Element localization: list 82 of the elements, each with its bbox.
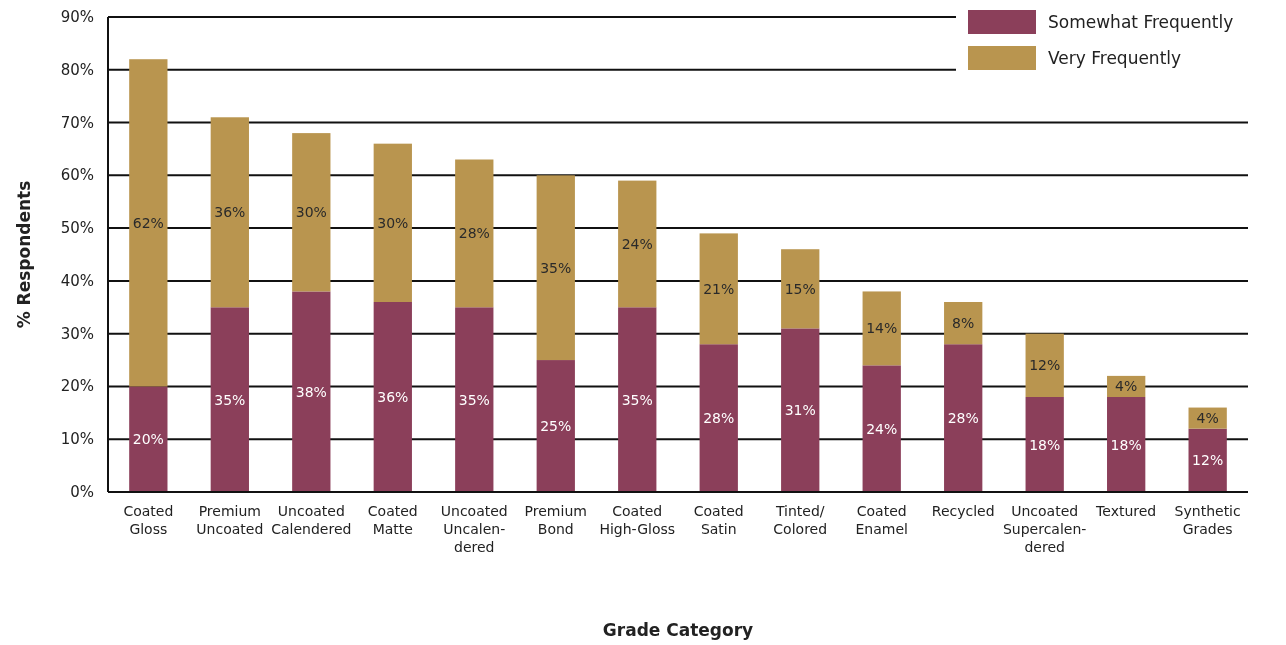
bar xyxy=(618,307,657,492)
bar xyxy=(944,344,983,492)
bar xyxy=(944,302,983,345)
bar xyxy=(781,328,820,492)
y-tick-label: 30% xyxy=(60,324,94,343)
data-label: 18% xyxy=(1029,436,1061,453)
x-tick-label: Tinted/ Colored xyxy=(773,503,828,537)
x-tick-label: Premium Uncoated xyxy=(196,503,264,537)
y-tick-label: 10% xyxy=(60,430,94,449)
data-label: 15% xyxy=(784,280,816,297)
x-tick-label: Synthetic Grades xyxy=(1174,503,1241,537)
bar xyxy=(781,249,820,329)
bar xyxy=(618,180,657,308)
bar xyxy=(536,360,575,492)
y-tick-label: 80% xyxy=(60,60,94,79)
data-label: 35% xyxy=(214,391,246,408)
data-label: 36% xyxy=(214,204,246,221)
data-label: 24% xyxy=(866,420,898,437)
legend-label: Very Frequently xyxy=(1048,48,1182,68)
bar xyxy=(699,233,738,345)
x-tick-label: Uncoated Calendered xyxy=(271,503,352,537)
data-label: 30% xyxy=(377,214,409,231)
bar xyxy=(129,59,168,387)
data-label: 38% xyxy=(295,383,327,400)
bar xyxy=(1025,333,1064,397)
y-tick-label: 60% xyxy=(60,166,94,185)
data-label: 21% xyxy=(703,280,735,297)
bar xyxy=(1188,428,1227,492)
data-label: 35% xyxy=(540,259,572,276)
y-tick-label: 40% xyxy=(60,271,94,290)
bar xyxy=(862,291,901,366)
bar xyxy=(210,117,249,308)
data-label: 62% xyxy=(132,214,164,231)
bar xyxy=(862,365,901,492)
y-axis-title: % Respondents xyxy=(14,180,34,329)
data-label: 4% xyxy=(1115,378,1138,395)
bar xyxy=(292,291,331,492)
data-label: 12% xyxy=(1029,357,1061,374)
data-label: 28% xyxy=(703,410,735,427)
y-tick-label: 70% xyxy=(60,113,94,132)
x-tick-label: Textured xyxy=(1095,503,1157,519)
data-label: 12% xyxy=(1192,452,1224,469)
data-label: 18% xyxy=(1110,436,1142,453)
bar xyxy=(129,386,168,492)
data-label: 35% xyxy=(621,391,653,408)
data-label: 35% xyxy=(458,391,490,408)
x-tick-label: Coated Enamel xyxy=(855,503,908,537)
data-label: 4% xyxy=(1196,410,1219,427)
data-label: 28% xyxy=(458,225,490,242)
data-label: 36% xyxy=(377,389,409,405)
bar xyxy=(1025,397,1064,492)
bar xyxy=(455,159,494,308)
x-tick-label: Recycled xyxy=(931,503,995,519)
bar xyxy=(536,175,575,361)
x-axis-title: Grade Category xyxy=(602,620,754,640)
data-label: 24% xyxy=(621,235,653,252)
data-label: 30% xyxy=(295,204,327,221)
x-tick-label: Uncoated Supercalen- dered xyxy=(1002,503,1087,555)
y-tick-label: 20% xyxy=(60,377,94,396)
y-tick-label: 0% xyxy=(70,483,94,501)
bar xyxy=(455,307,494,492)
bar xyxy=(292,133,331,292)
x-tick-label: Coated Matte xyxy=(367,503,418,537)
data-label: 25% xyxy=(540,418,572,435)
y-tick-label: 50% xyxy=(60,219,94,238)
bar xyxy=(373,302,412,492)
data-label: 20% xyxy=(132,431,164,448)
data-label: 8% xyxy=(952,315,975,332)
y-tick-label: 90% xyxy=(60,8,94,26)
bar xyxy=(699,344,738,492)
data-label: 14% xyxy=(866,320,898,337)
legend-label: Somewhat Frequently xyxy=(1048,12,1234,32)
x-tick-label: Uncoated Uncalen- dered xyxy=(440,503,508,555)
data-label: 31% xyxy=(784,402,816,419)
x-tick-label: Coated Gloss xyxy=(123,503,174,537)
x-tick-label: Premium Bond xyxy=(524,503,587,537)
x-tick-label: Coated High-Gloss xyxy=(599,503,676,537)
bar xyxy=(1107,397,1146,492)
data-label: 28% xyxy=(947,410,979,427)
bar xyxy=(373,143,412,302)
bar xyxy=(210,307,249,492)
x-tick-label: Coated Satin xyxy=(693,503,744,537)
